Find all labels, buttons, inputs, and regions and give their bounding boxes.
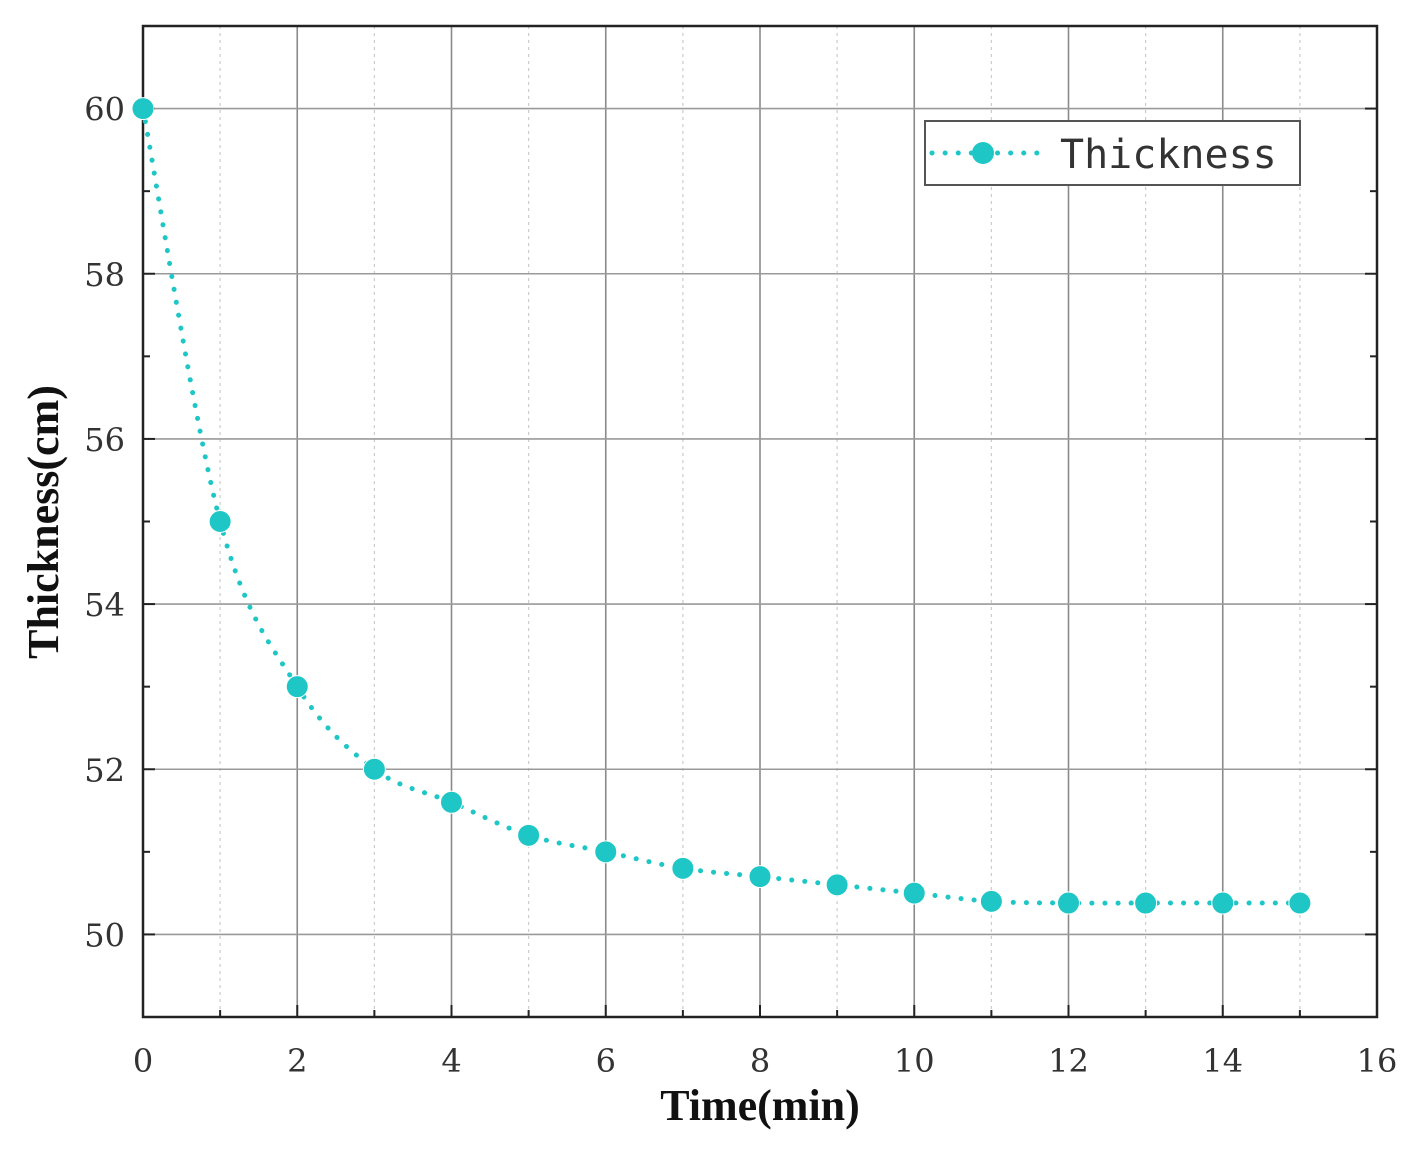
y-tick-label: 58 xyxy=(84,256,125,294)
x-tick-label: 16 xyxy=(1357,1042,1398,1080)
data-point xyxy=(285,675,309,699)
data-point xyxy=(208,510,232,533)
series-line-thickness xyxy=(140,106,1303,906)
axis-ticks xyxy=(142,25,1378,1018)
y-tick-label: 56 xyxy=(84,421,125,459)
data-point xyxy=(1057,891,1080,915)
data-point xyxy=(979,889,1003,913)
y-tick-labels: 50 52 54 56 58 60 xyxy=(84,91,125,955)
grid xyxy=(143,26,1377,1017)
data-point xyxy=(131,97,155,121)
x-tick-label: 8 xyxy=(750,1042,770,1080)
data-point xyxy=(1134,891,1158,915)
data-point xyxy=(671,856,695,880)
y-tick-label: 50 xyxy=(84,916,125,954)
legend-label-thickness: Thickness xyxy=(1060,132,1277,178)
data-point xyxy=(1288,891,1312,915)
legend-marker xyxy=(972,142,994,164)
x-tick-label: 2 xyxy=(287,1042,307,1080)
y-axis-title: Thickness(cm) xyxy=(19,385,68,659)
data-point xyxy=(440,790,463,814)
data-point xyxy=(748,865,772,889)
data-point xyxy=(362,757,386,781)
y-tick-label: 52 xyxy=(84,751,125,789)
legend: Thickness xyxy=(924,120,1301,186)
data-point xyxy=(517,823,541,847)
x-tick-label: 0 xyxy=(133,1042,153,1080)
x-tick-label: 12 xyxy=(1048,1042,1089,1080)
data-point xyxy=(594,840,618,864)
x-tick-label: 4 xyxy=(441,1042,461,1080)
x-tick-label: 10 xyxy=(894,1042,935,1080)
x-axis-title: Time(min) xyxy=(660,1081,860,1130)
y-tick-label: 60 xyxy=(84,91,125,129)
x-tick-labels: 0 2 4 6 8 10 12 14 16 xyxy=(133,1042,1398,1080)
x-tick-label: 14 xyxy=(1202,1042,1243,1080)
data-point xyxy=(902,881,926,905)
data-point xyxy=(825,873,849,897)
data-markers xyxy=(131,97,1312,915)
y-tick-label: 54 xyxy=(84,586,125,624)
x-tick-label: 6 xyxy=(596,1042,616,1080)
data-point xyxy=(1211,891,1235,915)
